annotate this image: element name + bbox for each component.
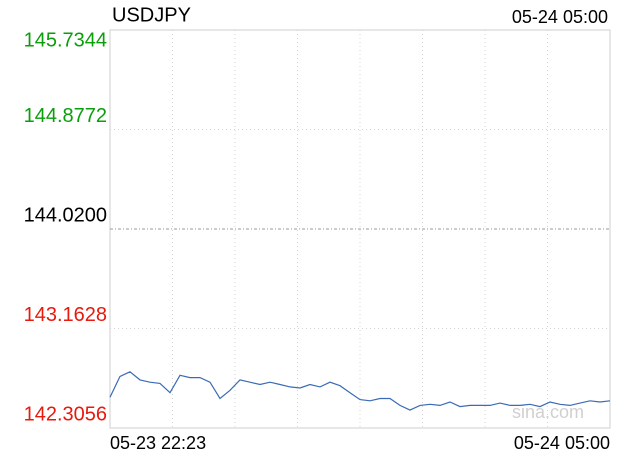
- watermark: sina.com: [512, 402, 584, 422]
- timestamp: 05-24 05:00: [512, 7, 608, 27]
- y-tick-label: 142.3056: [24, 403, 107, 425]
- y-tick-label: 143.1628: [24, 304, 107, 326]
- chart-title: USDJPY: [112, 4, 191, 26]
- x-tick-label: 05-23 22:23: [110, 433, 206, 453]
- x-tick-label: 05-24 05:00: [514, 433, 610, 453]
- y-tick-label: 145.7344: [24, 29, 107, 51]
- price-line: [109, 371, 611, 411]
- y-tick-label: 144.8772: [24, 105, 107, 127]
- y-tick-label: 144.0200: [24, 204, 107, 226]
